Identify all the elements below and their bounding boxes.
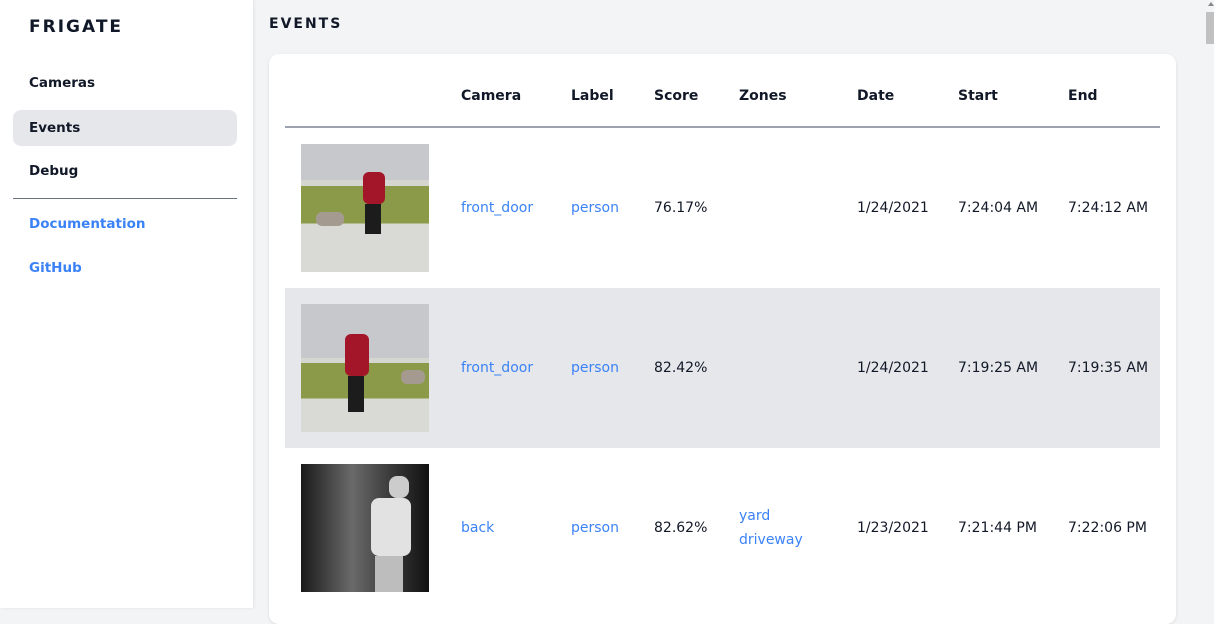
date: 1/24/2021 [857,360,929,376]
header-end: End [1068,88,1098,104]
label-link[interactable]: person [571,200,619,216]
sidebar-item-cameras[interactable]: Cameras [29,75,96,91]
score: 82.42% [654,360,708,376]
page-title: EVENTS [269,16,343,32]
sidebar: FRIGATE Cameras Events Debug Documentati… [0,0,253,608]
zone-link[interactable]: yard [739,508,771,524]
header-divider [285,126,1160,128]
link-github[interactable]: GitHub [29,260,82,276]
label-link[interactable]: person [571,360,619,376]
app-logo: FRIGATE [29,17,124,37]
date: 1/24/2021 [857,200,929,216]
start-time: 7:24:04 AM [958,200,1039,216]
camera-link[interactable]: front_door [461,360,534,376]
event-thumbnail[interactable] [301,144,429,272]
label-link[interactable]: person [571,520,619,536]
event-thumbnail[interactable] [301,304,429,432]
header-start: Start [958,88,998,104]
end-time: 7:22:06 PM [1068,520,1147,536]
header-score: Score [654,88,699,104]
zone-link[interactable]: driveway [739,532,803,548]
end-time: 7:24:12 AM [1068,200,1149,216]
table-row[interactable]: front_door person 82.42% 1/24/2021 7:19:… [285,288,1160,448]
table-row[interactable]: front_door person 76.17% 1/24/2021 7:24:… [285,128,1160,288]
sidebar-item-events[interactable]: Events [13,110,237,146]
score: 82.62% [654,520,708,536]
sidebar-divider [13,198,237,199]
link-documentation[interactable]: Documentation [29,216,146,232]
end-time: 7:19:35 AM [1068,360,1149,376]
header-camera: Camera [461,88,522,104]
camera-link[interactable]: back [461,520,495,536]
score: 76.17% [654,200,708,216]
start-time: 7:21:44 PM [958,520,1037,536]
table-row[interactable]: back person 82.62% yard driveway 1/23/20… [285,448,1160,608]
header-date: Date [857,88,895,104]
camera-link[interactable]: front_door [461,200,534,216]
header-label: Label [571,88,614,104]
header-zones: Zones [739,88,787,104]
sidebar-item-debug[interactable]: Debug [29,163,79,179]
event-thumbnail[interactable] [301,464,429,592]
date: 1/23/2021 [857,520,929,536]
start-time: 7:19:25 AM [958,360,1039,376]
scrollbar-thumb[interactable] [1206,12,1214,44]
scroll-up-arrow-icon[interactable] [1208,2,1214,6]
